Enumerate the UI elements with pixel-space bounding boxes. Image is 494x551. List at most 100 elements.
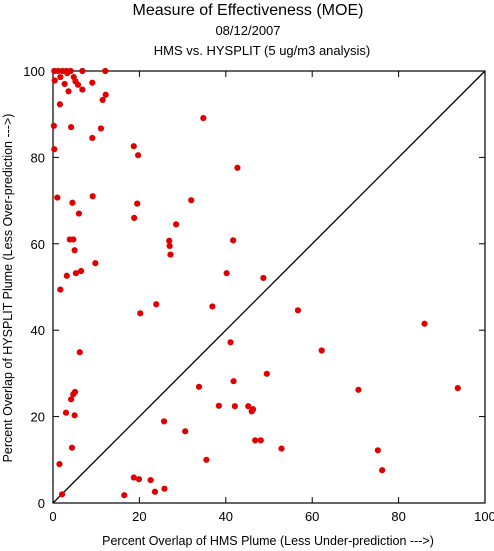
data-point bbox=[135, 152, 142, 159]
data-point bbox=[252, 437, 259, 444]
data-points bbox=[50, 67, 461, 499]
y-tick-label: 80 bbox=[31, 150, 45, 165]
data-point bbox=[260, 274, 267, 282]
data-point bbox=[51, 77, 58, 84]
data-point bbox=[454, 384, 461, 392]
x-tick-label: 100 bbox=[474, 509, 494, 524]
data-point bbox=[257, 437, 264, 444]
data-point bbox=[230, 378, 237, 385]
data-point bbox=[200, 114, 207, 122]
data-point bbox=[278, 445, 285, 452]
y-tick-label: 40 bbox=[31, 323, 45, 338]
data-point bbox=[195, 383, 203, 390]
data-point bbox=[51, 146, 58, 153]
data-point bbox=[72, 270, 79, 277]
data-point bbox=[263, 370, 270, 377]
data-point bbox=[248, 408, 255, 415]
data-point bbox=[167, 251, 174, 258]
data-point bbox=[89, 134, 96, 142]
data-point bbox=[203, 456, 210, 463]
y-tick-label: 100 bbox=[23, 64, 45, 79]
y-tick-label: 60 bbox=[31, 237, 45, 252]
data-point bbox=[182, 428, 189, 435]
data-point bbox=[61, 80, 68, 88]
data-point bbox=[294, 307, 302, 314]
x-axis-label: Percent Overlap of HMS Plume (Less Under… bbox=[102, 534, 434, 548]
data-point bbox=[230, 237, 237, 244]
plot-area bbox=[52, 70, 486, 504]
data-point bbox=[56, 461, 63, 468]
data-point bbox=[70, 391, 77, 398]
data-point bbox=[188, 197, 195, 204]
data-point bbox=[99, 96, 106, 104]
data-point bbox=[318, 347, 325, 354]
data-point bbox=[69, 199, 76, 206]
data-point bbox=[65, 88, 72, 95]
data-point bbox=[102, 91, 109, 98]
axis-ticks: 0 20 40 60 80 100 0 20 40 60 80 100 bbox=[23, 64, 494, 524]
chart-subtitle: HMS vs. HYSPLIT (5 ug/m3 analysis) bbox=[154, 43, 371, 58]
data-point bbox=[161, 485, 168, 492]
diagonal-reference-line bbox=[52, 70, 486, 504]
data-point bbox=[79, 67, 86, 75]
y-axis-label: Percent Overlap of HYSPLIT Plume (Less O… bbox=[1, 114, 15, 463]
x-tick-label: 60 bbox=[305, 509, 319, 524]
data-point bbox=[58, 491, 66, 498]
data-point bbox=[102, 67, 109, 75]
x-tick-label: 80 bbox=[391, 509, 405, 524]
data-point bbox=[68, 396, 75, 403]
data-point bbox=[64, 70, 71, 77]
data-point bbox=[134, 200, 141, 207]
data-point bbox=[151, 488, 159, 495]
data-point bbox=[68, 124, 75, 131]
data-point bbox=[89, 79, 96, 86]
data-point bbox=[147, 477, 154, 484]
data-point bbox=[166, 237, 173, 244]
data-point bbox=[173, 221, 180, 228]
data-point bbox=[70, 236, 77, 243]
data-point bbox=[131, 214, 138, 221]
chart-title: Measure of Effectiveness (MOE) bbox=[133, 2, 364, 19]
data-point bbox=[223, 270, 230, 277]
x-tick-label: 0 bbox=[49, 509, 56, 524]
data-point bbox=[135, 476, 143, 483]
y-tick-label: 20 bbox=[31, 410, 45, 425]
data-point bbox=[97, 125, 105, 132]
y-tick-label: 0 bbox=[38, 496, 45, 511]
data-point bbox=[62, 409, 70, 416]
data-point bbox=[57, 286, 64, 293]
data-point bbox=[166, 242, 173, 250]
data-point bbox=[245, 403, 252, 410]
data-point bbox=[55, 67, 62, 75]
data-point bbox=[50, 122, 57, 129]
data-point bbox=[54, 194, 61, 201]
data-point bbox=[130, 474, 137, 481]
data-point bbox=[89, 193, 96, 200]
data-point bbox=[355, 386, 362, 393]
chart-date: 08/12/2007 bbox=[215, 23, 280, 38]
data-point bbox=[234, 164, 241, 171]
x-tick-label: 40 bbox=[219, 509, 233, 524]
data-point bbox=[68, 444, 76, 451]
data-point bbox=[57, 73, 64, 81]
data-point bbox=[231, 403, 238, 410]
data-point bbox=[215, 402, 222, 409]
data-point bbox=[421, 320, 428, 327]
data-point bbox=[79, 86, 86, 93]
data-point bbox=[209, 303, 216, 310]
data-point bbox=[56, 101, 64, 108]
data-point bbox=[130, 143, 137, 150]
data-point bbox=[121, 492, 128, 499]
data-point bbox=[71, 247, 78, 254]
data-point bbox=[75, 210, 83, 217]
data-point bbox=[71, 412, 78, 419]
x-tick-label: 20 bbox=[132, 509, 146, 524]
data-point bbox=[76, 349, 83, 356]
plot-frame bbox=[52, 70, 486, 504]
data-point bbox=[137, 310, 144, 317]
data-point bbox=[74, 81, 82, 88]
data-point bbox=[160, 418, 168, 425]
data-point bbox=[77, 267, 85, 275]
data-point bbox=[379, 467, 386, 474]
